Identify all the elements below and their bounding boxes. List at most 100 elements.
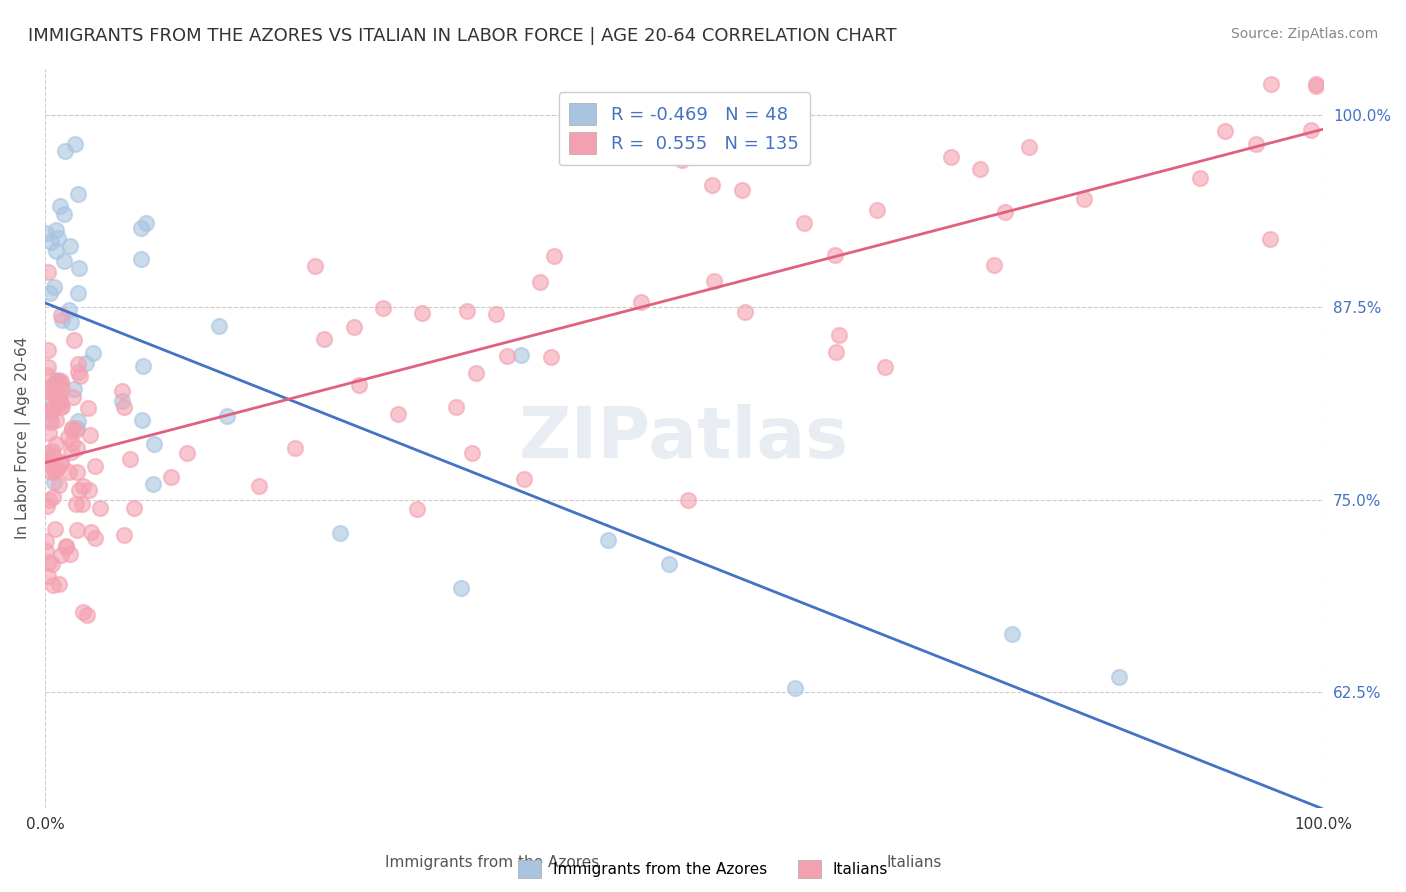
Point xyxy=(46,231,69,245)
Point xyxy=(406,502,429,516)
Point xyxy=(731,183,754,197)
Point xyxy=(676,493,699,508)
Point xyxy=(465,367,488,381)
Point xyxy=(513,472,536,486)
Point xyxy=(75,356,97,370)
Text: IMMIGRANTS FROM THE AZORES VS ITALIAN IN LABOR FORCE | AGE 20-64 CORRELATION CHA: IMMIGRANTS FROM THE AZORES VS ITALIAN IN… xyxy=(28,27,897,45)
Point xyxy=(969,162,991,177)
Point xyxy=(35,403,58,417)
Point xyxy=(63,382,86,396)
Point xyxy=(1213,124,1236,138)
Point xyxy=(51,308,73,322)
Point xyxy=(66,365,89,379)
Point xyxy=(596,533,619,547)
Point xyxy=(1258,232,1281,246)
Point xyxy=(700,178,723,192)
Point xyxy=(41,557,63,571)
Point xyxy=(66,523,89,537)
Point xyxy=(48,199,70,213)
Point xyxy=(37,368,59,382)
Point xyxy=(48,577,70,591)
Point xyxy=(135,216,157,230)
Point xyxy=(444,400,467,414)
Point xyxy=(60,421,83,435)
Point xyxy=(111,393,134,408)
Point xyxy=(329,525,352,540)
Point xyxy=(66,285,89,300)
Point xyxy=(37,265,59,279)
Point xyxy=(45,374,67,388)
Point xyxy=(49,376,72,391)
Point xyxy=(1305,78,1327,93)
Point xyxy=(51,400,73,414)
Point xyxy=(49,395,72,409)
Point xyxy=(1001,627,1024,641)
Point xyxy=(509,348,531,362)
Point xyxy=(176,446,198,460)
Point xyxy=(41,395,63,409)
Point xyxy=(63,333,86,347)
Point xyxy=(59,547,82,561)
Point xyxy=(39,465,62,479)
Point xyxy=(37,569,59,583)
Point xyxy=(793,216,815,230)
Point xyxy=(37,360,59,375)
Point xyxy=(343,320,366,334)
Point xyxy=(51,312,73,326)
Point xyxy=(284,442,307,456)
Point xyxy=(671,153,693,167)
Point xyxy=(59,315,82,329)
Point xyxy=(983,258,1005,272)
Point xyxy=(866,202,889,217)
Point xyxy=(62,391,84,405)
Point xyxy=(38,555,60,569)
Point xyxy=(55,541,77,555)
Point xyxy=(387,407,409,421)
Point xyxy=(51,399,73,413)
Point xyxy=(66,414,89,428)
Point xyxy=(658,557,681,571)
Point xyxy=(79,483,101,498)
Point xyxy=(540,351,562,365)
Point xyxy=(44,523,66,537)
Point xyxy=(247,479,270,493)
Point xyxy=(77,401,100,415)
Point xyxy=(35,499,58,513)
Text: Source: ZipAtlas.com: Source: ZipAtlas.com xyxy=(1230,27,1378,41)
Point xyxy=(35,455,58,469)
Point xyxy=(38,425,60,440)
Point xyxy=(122,500,145,515)
Point xyxy=(1244,137,1267,152)
Point xyxy=(1305,77,1327,91)
Point xyxy=(824,248,846,262)
Point xyxy=(49,549,72,563)
Point xyxy=(46,384,69,399)
Point xyxy=(42,448,65,462)
Point xyxy=(69,368,91,383)
Point xyxy=(371,301,394,316)
Text: Immigrants from the Azores: Immigrants from the Azores xyxy=(385,855,599,870)
Point xyxy=(485,307,508,321)
Point xyxy=(65,423,87,437)
Point xyxy=(994,204,1017,219)
Point xyxy=(59,238,82,252)
Text: ZIPatlas: ZIPatlas xyxy=(519,403,849,473)
Point xyxy=(35,452,58,467)
Point xyxy=(456,303,478,318)
Point xyxy=(529,275,551,289)
Point xyxy=(42,490,65,504)
Point xyxy=(827,328,849,343)
Point xyxy=(38,492,60,507)
Point xyxy=(48,478,70,492)
Point xyxy=(496,349,519,363)
Point xyxy=(59,445,82,459)
Point xyxy=(35,533,58,548)
Point xyxy=(44,390,66,404)
Point xyxy=(70,497,93,511)
Point xyxy=(1108,670,1130,684)
Point xyxy=(703,274,725,288)
Point xyxy=(35,383,58,397)
Point xyxy=(67,261,90,276)
Point xyxy=(630,295,652,310)
Point xyxy=(37,343,59,358)
